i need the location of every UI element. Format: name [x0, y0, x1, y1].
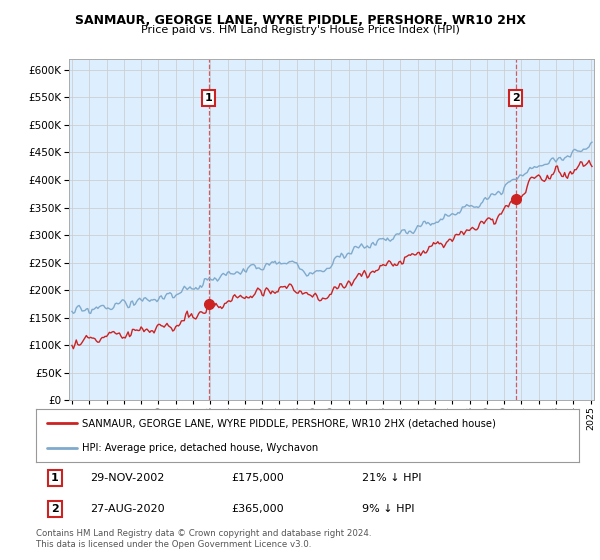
Text: 2: 2 [512, 93, 520, 103]
Text: 1: 1 [51, 473, 59, 483]
Text: 27-AUG-2020: 27-AUG-2020 [91, 504, 165, 514]
Text: 2: 2 [51, 504, 59, 514]
Text: 29-NOV-2002: 29-NOV-2002 [91, 473, 164, 483]
Text: 9% ↓ HPI: 9% ↓ HPI [362, 504, 415, 514]
Text: £175,000: £175,000 [232, 473, 284, 483]
Text: Price paid vs. HM Land Registry's House Price Index (HPI): Price paid vs. HM Land Registry's House … [140, 25, 460, 35]
Text: 21% ↓ HPI: 21% ↓ HPI [362, 473, 421, 483]
Text: 1: 1 [205, 93, 212, 103]
Text: SANMAUR, GEORGE LANE, WYRE PIDDLE, PERSHORE, WR10 2HX: SANMAUR, GEORGE LANE, WYRE PIDDLE, PERSH… [74, 14, 526, 27]
Text: SANMAUR, GEORGE LANE, WYRE PIDDLE, PERSHORE, WR10 2HX (detached house): SANMAUR, GEORGE LANE, WYRE PIDDLE, PERSH… [82, 418, 496, 428]
Text: HPI: Average price, detached house, Wychavon: HPI: Average price, detached house, Wych… [82, 442, 319, 452]
Text: £365,000: £365,000 [232, 504, 284, 514]
Text: Contains HM Land Registry data © Crown copyright and database right 2024.
This d: Contains HM Land Registry data © Crown c… [36, 529, 371, 549]
